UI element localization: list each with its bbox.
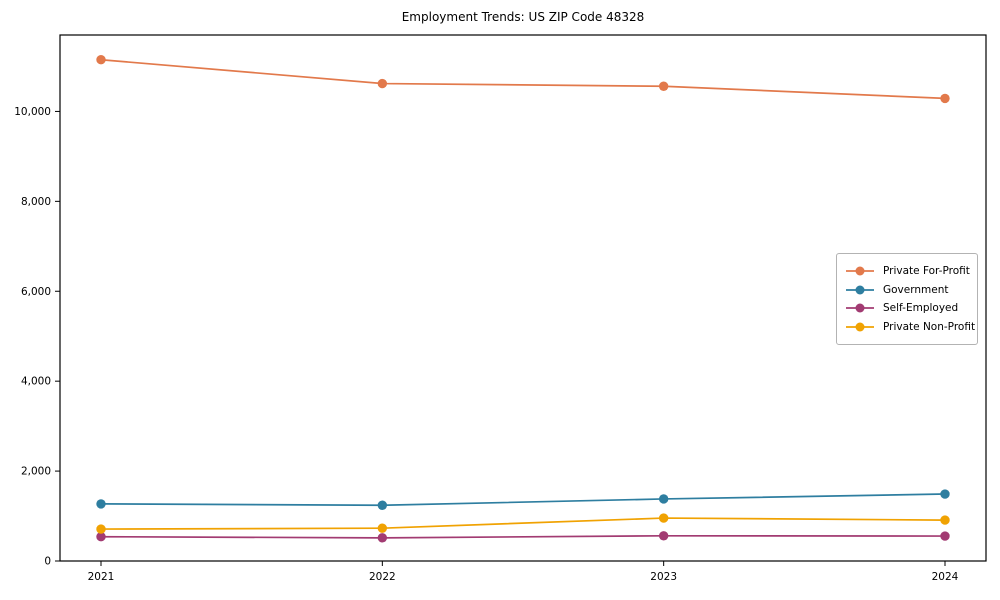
y-tick-label: 8,000 — [21, 196, 51, 208]
legend-label-private-non-profit: Private Non-Profit — [883, 320, 976, 333]
data-point-private-non-profit-2022 — [377, 523, 388, 533]
data-point-private-non-profit-2023 — [658, 513, 669, 523]
data-point-self-employed-2022 — [377, 533, 388, 543]
data-point-private-for-profit-2022 — [377, 78, 388, 89]
y-tick-label: 4,000 — [21, 376, 51, 388]
series-line-self-employed — [100, 534, 946, 539]
data-point-private-for-profit-2021 — [96, 55, 106, 65]
y-tick-label: 2,000 — [21, 466, 51, 478]
data-point-government-2022 — [377, 500, 388, 510]
data-point-private-for-profit-2023 — [658, 81, 669, 91]
series-line-private-for-profit — [100, 58, 946, 100]
legend-swatch-government — [846, 285, 874, 295]
data-point-government-2021 — [96, 499, 106, 509]
legend-swatch-private-non-profit — [846, 322, 874, 332]
legend-item-government: Government — [845, 284, 969, 296]
series-line-private-non-profit — [100, 517, 946, 530]
data-point-self-employed-2024 — [940, 531, 950, 541]
legend-label-self-employed: Self-Employed — [883, 302, 959, 315]
x-tick-label: 2024 — [932, 571, 959, 583]
x-tick-label: 2021 — [88, 571, 115, 583]
plot-border — [59, 34, 987, 562]
legend-swatch-self-employed — [846, 303, 874, 313]
legend-label-government: Government — [883, 283, 949, 296]
legend-item-self-employed: Self-Employed — [845, 302, 969, 314]
legend-item-private-for-profit: Private For-Profit — [845, 265, 970, 278]
legend-item-private-non-profit: Private Non-Profit — [845, 321, 975, 333]
series-line-government — [100, 493, 946, 507]
data-point-self-employed-2021 — [96, 532, 106, 542]
y-tick-label: 6,000 — [21, 286, 51, 298]
chart-legend: Private For-Profit Government Self-Employe… — [836, 253, 978, 345]
y-tick-label: 10,000 — [14, 106, 51, 118]
x-tick-label: 2023 — [650, 571, 677, 583]
chart-title: Employment Trends: US ZIP Code 48328 — [401, 10, 645, 24]
data-point-government-2024 — [940, 489, 950, 499]
legend-label-private-for-profit: Private For-Profit — [883, 265, 970, 278]
data-point-private-non-profit-2024 — [940, 515, 950, 525]
legend-swatch-private-for-profit — [846, 266, 874, 276]
data-point-self-employed-2023 — [658, 531, 669, 541]
data-point-government-2023 — [658, 494, 669, 504]
data-point-private-non-profit-2021 — [96, 524, 106, 534]
x-tick-label: 2022 — [369, 571, 396, 583]
data-point-private-for-profit-2024 — [940, 93, 950, 104]
y-tick-label: 0 — [44, 556, 51, 568]
